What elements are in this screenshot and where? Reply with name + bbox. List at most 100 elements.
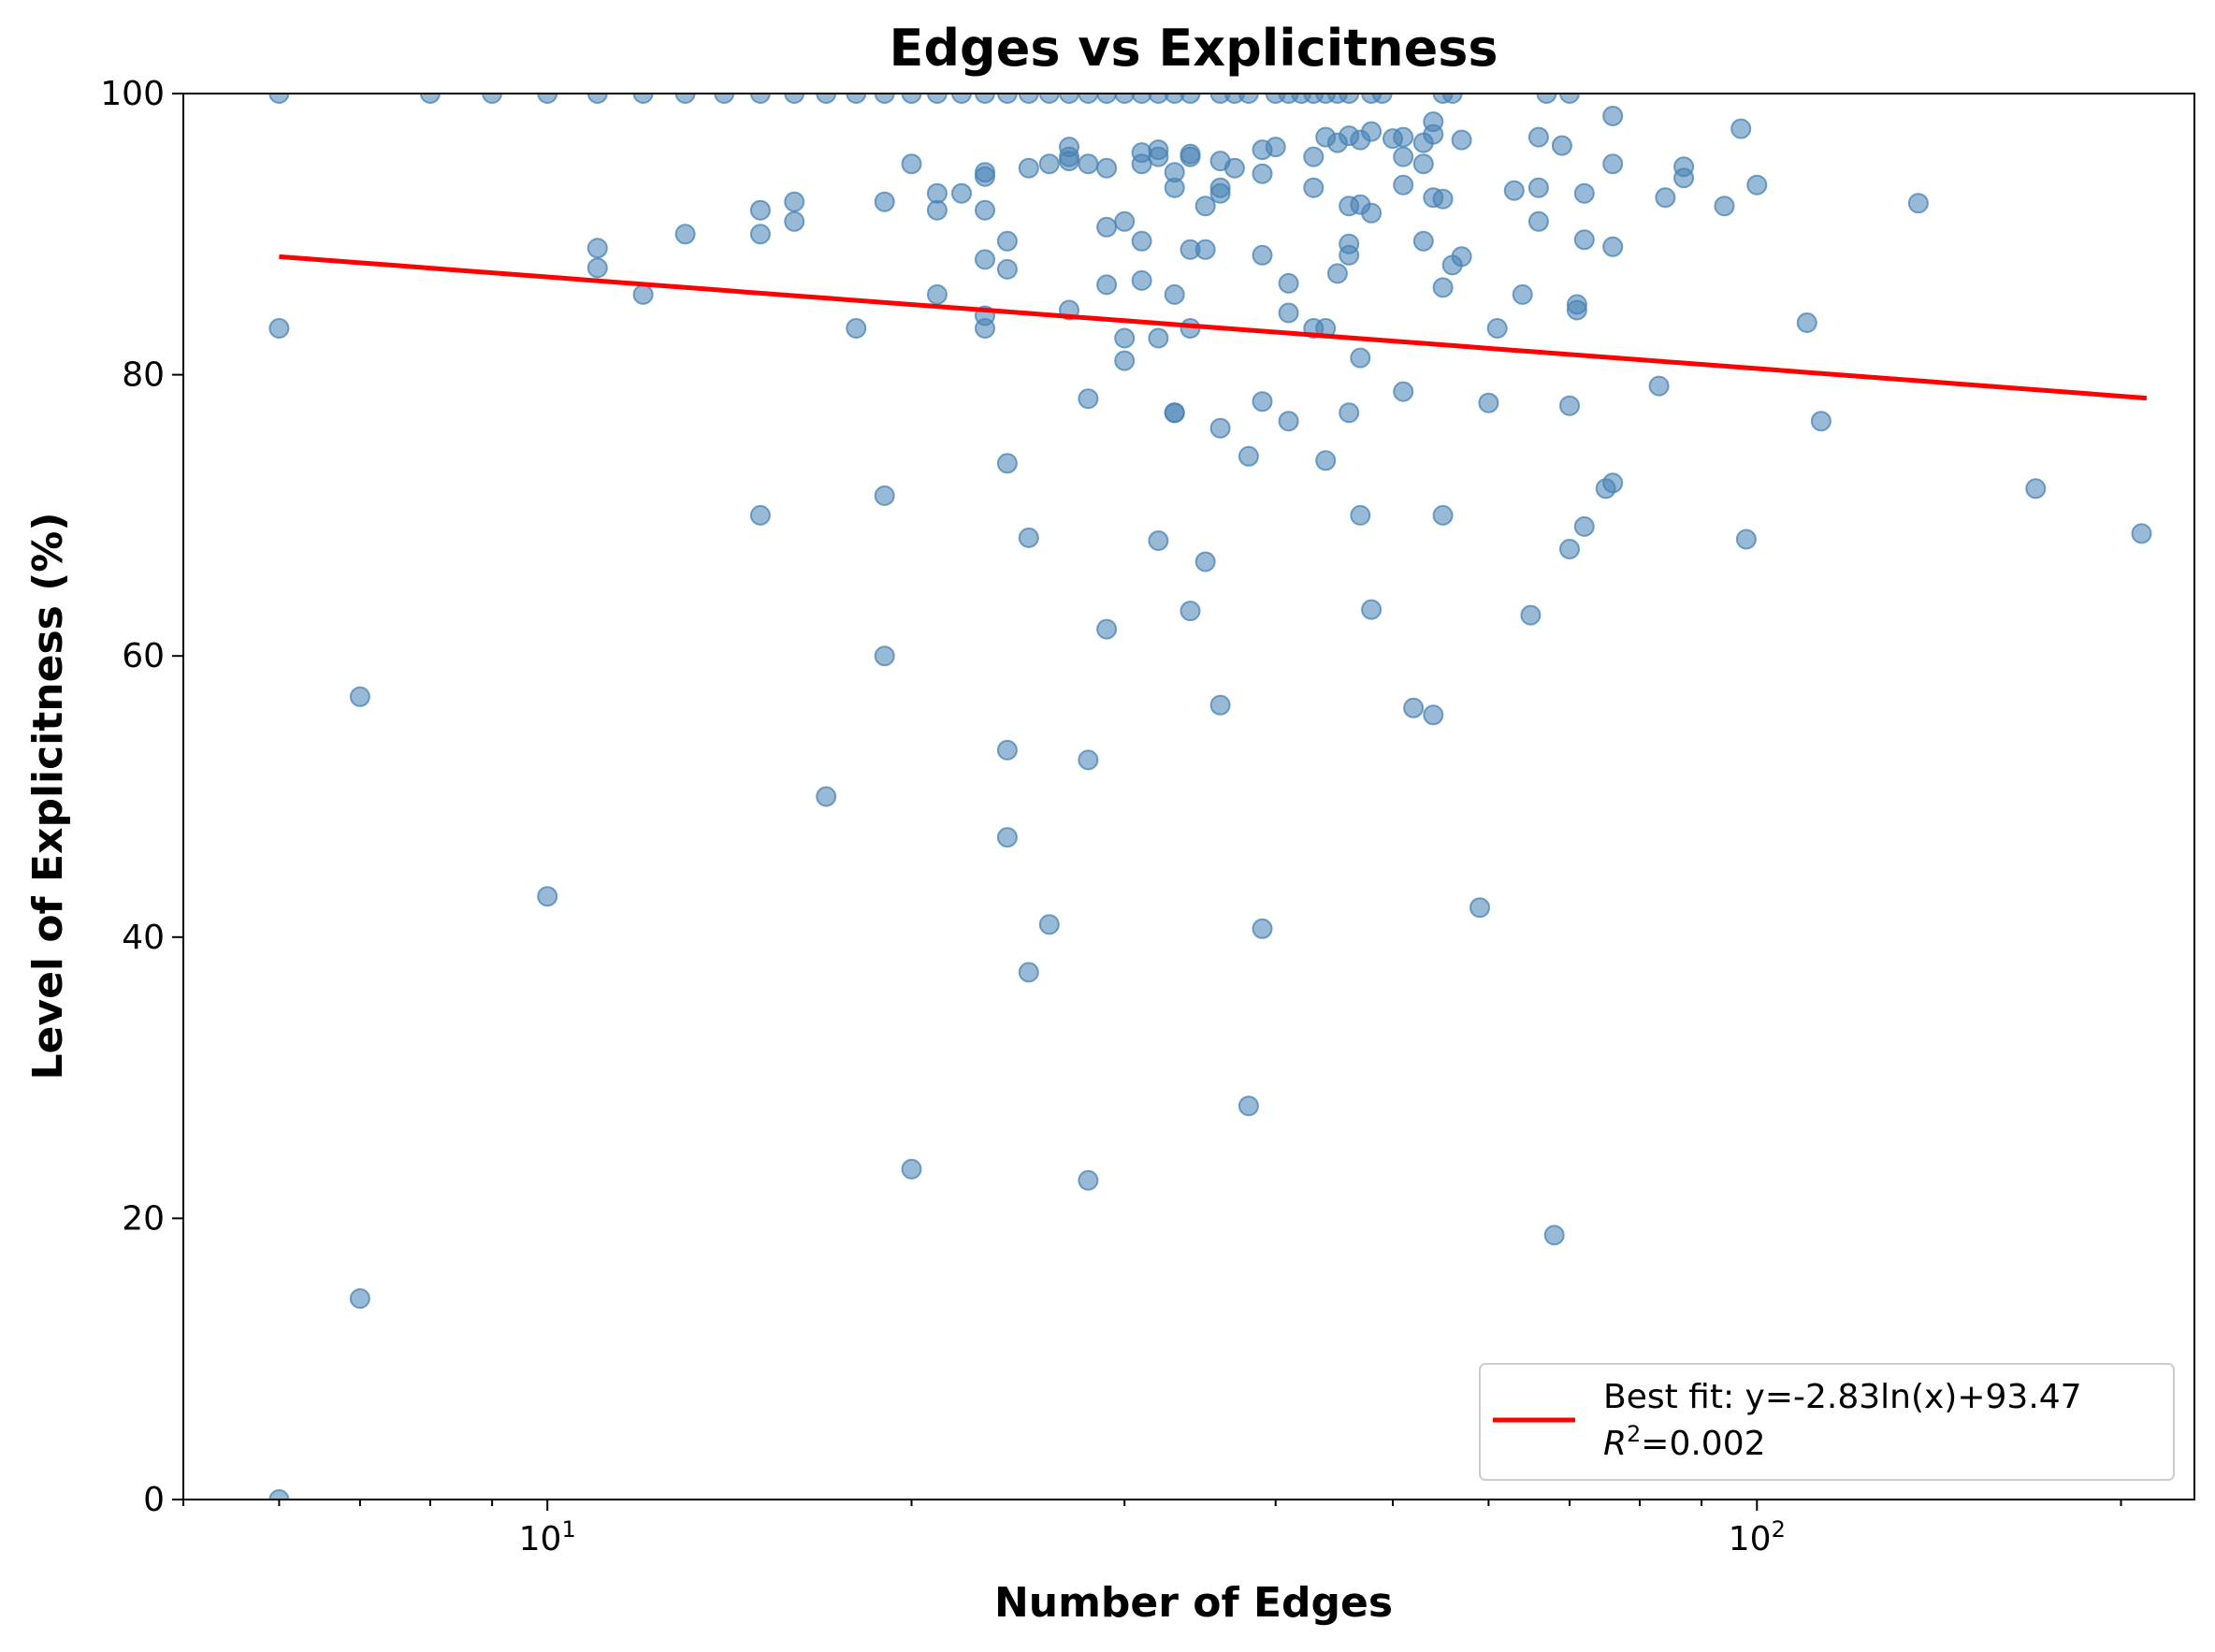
data-point: [1194, 239, 1216, 260]
data-point: [1648, 375, 1670, 397]
data-point: [674, 224, 696, 245]
data-point: [951, 182, 972, 204]
data-point: [1393, 174, 1414, 196]
x-tick-exponent: 1: [561, 1516, 575, 1543]
data-point: [1602, 472, 1624, 494]
data-point: [874, 94, 895, 104]
data-point: [1907, 193, 1929, 214]
data-point: [1194, 196, 1216, 217]
x-tick-label: 101: [519, 1516, 576, 1558]
data-point: [1164, 283, 1185, 305]
data-point: [1018, 157, 1039, 179]
y-tick-label: 0: [143, 1481, 165, 1519]
data-point: [1180, 146, 1201, 167]
data-point: [996, 230, 1018, 252]
data-point: [586, 94, 608, 104]
data-point: [1361, 121, 1383, 142]
data-point: [1326, 263, 1348, 284]
data-point: [1096, 94, 1118, 104]
data-point: [1114, 327, 1136, 349]
data-point: [1278, 411, 1299, 432]
data-point: [674, 94, 696, 104]
data-point: [1148, 530, 1169, 551]
data-point: [1018, 962, 1039, 983]
data-point: [996, 94, 1018, 104]
data-point: [1252, 391, 1273, 413]
data-point: [268, 318, 290, 339]
data-point: [975, 199, 995, 221]
data-point: [1655, 187, 1676, 209]
data-point: [1131, 230, 1152, 252]
data-point: [1114, 94, 1136, 104]
data-point: [1078, 749, 1099, 771]
data-point: [846, 94, 867, 104]
data-point: [1350, 347, 1371, 369]
data-point: [1148, 327, 1169, 349]
data-point: [1543, 1225, 1565, 1246]
data-point: [1602, 236, 1624, 257]
data-point: [1114, 350, 1136, 371]
data-point: [749, 94, 771, 104]
data-point: [1252, 244, 1273, 266]
data-point: [1164, 402, 1185, 424]
data-point: [1339, 402, 1360, 424]
data-point: [784, 191, 805, 212]
data-point: [1566, 299, 1587, 321]
data-point: [1536, 94, 1557, 104]
data-point: [1796, 312, 1817, 333]
data-point: [1361, 599, 1383, 620]
data-point: [951, 94, 972, 104]
data-point: [1735, 529, 1757, 550]
data-point: [816, 786, 837, 807]
data-point: [749, 224, 771, 245]
data-point: [268, 1489, 290, 1500]
data-point: [1746, 174, 1768, 196]
data-point: [1371, 94, 1393, 104]
data-point: [1096, 157, 1118, 179]
x-tick-base: 10: [519, 1520, 562, 1558]
data-point: [1131, 94, 1152, 104]
data-point: [996, 827, 1018, 848]
data-point: [1441, 94, 1463, 104]
data-point: [1278, 272, 1299, 294]
y-axis: 0 20 40 60 80 100: [100, 75, 183, 1519]
data-point: [1209, 182, 1231, 204]
data-point: [537, 886, 558, 907]
data-point: [1303, 177, 1325, 198]
legend: Best fit: y=-2.83ln(x)+93.47 R2=0.002: [1479, 1363, 2175, 1481]
data-point: [1265, 137, 1286, 158]
data-point: [2025, 478, 2047, 500]
data-point: [1059, 151, 1079, 172]
data-point: [975, 249, 995, 270]
data-point: [1469, 897, 1490, 919]
data-point: [1180, 601, 1201, 622]
data-point: [1412, 230, 1434, 252]
data-point: [1478, 392, 1499, 413]
data-point: [1131, 269, 1152, 291]
data-point: [1018, 527, 1039, 548]
data-point: [1059, 94, 1079, 104]
data-point: [1038, 153, 1060, 175]
y-tick-label: 40: [122, 919, 165, 957]
data-point: [975, 166, 995, 187]
fit-line-layer: [279, 254, 2148, 401]
data-point: [1573, 515, 1595, 537]
data-point: [846, 318, 867, 339]
data-point: [996, 739, 1018, 761]
data-point: [975, 94, 995, 104]
data-point: [632, 283, 654, 305]
data-point: [1238, 445, 1259, 467]
data-point: [1602, 106, 1624, 126]
data-point: [1423, 704, 1444, 726]
data-point: [482, 94, 503, 104]
data-point: [926, 94, 948, 104]
data-point: [632, 94, 654, 104]
y-tick-label: 20: [122, 1199, 165, 1238]
data-point: [1303, 146, 1325, 167]
data-point: [1559, 539, 1580, 559]
data-point: [1238, 1095, 1259, 1117]
data-point: [784, 94, 805, 104]
data-point: [1573, 229, 1595, 251]
data-point: [1451, 246, 1472, 268]
